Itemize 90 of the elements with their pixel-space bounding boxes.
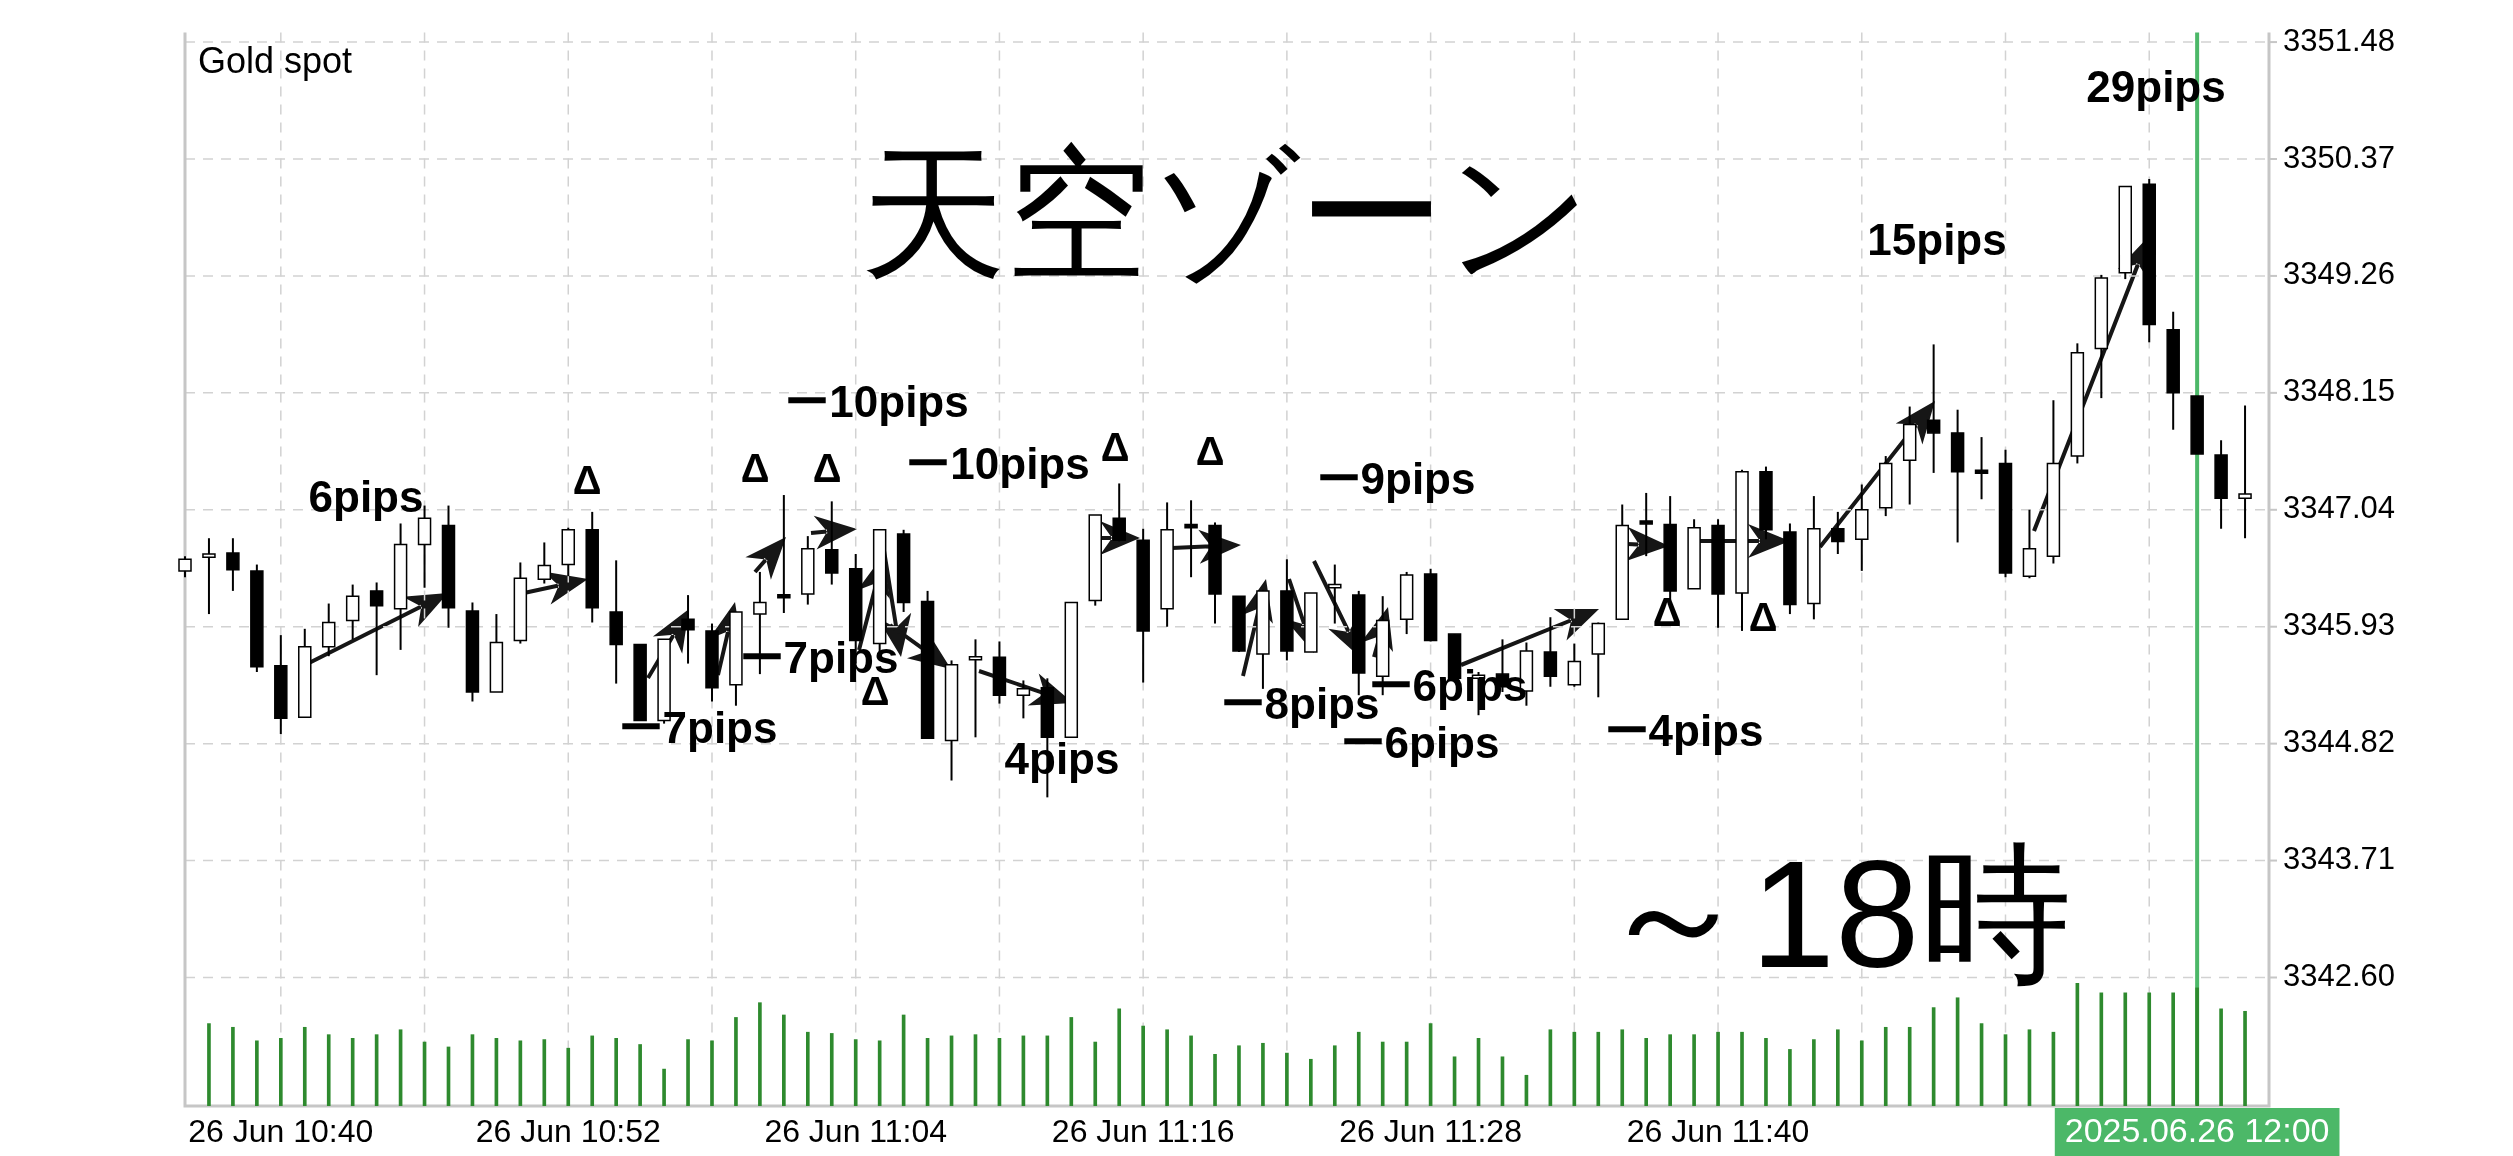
bar	[829, 1033, 834, 1106]
bar	[2195, 987, 2199, 1106]
x-tick-label: 26 Jun 11:28	[1339, 1113, 1522, 1150]
bar	[782, 1014, 786, 1106]
annotation: Δ	[572, 458, 602, 503]
bar	[255, 1040, 259, 1106]
bar	[638, 1044, 642, 1106]
annotation: 6pips	[308, 472, 424, 522]
bar	[1788, 1049, 1792, 1106]
bar	[734, 1017, 738, 1106]
bar	[1764, 1038, 1768, 1106]
y-tick-label: 3345.93	[2283, 607, 2396, 643]
annotation: 天空ゾーン	[860, 132, 1592, 295]
bar	[1356, 1031, 1361, 1106]
bar	[1213, 1054, 1217, 1106]
bar	[1644, 1038, 1649, 1106]
bar	[1836, 1029, 1840, 1106]
y-tick-label: 3350.37	[2283, 139, 2396, 175]
bar	[231, 1026, 235, 1106]
bar	[1117, 1008, 1122, 1106]
bar	[566, 1047, 571, 1106]
bar	[1716, 1031, 1720, 1106]
bar	[590, 1035, 595, 1106]
bar	[302, 1026, 307, 1106]
annotation: Δ	[1652, 590, 1682, 635]
bar	[1668, 1034, 1672, 1106]
annotation: Δ	[740, 446, 770, 491]
bar	[805, 1031, 810, 1106]
bar	[1812, 1039, 1816, 1106]
y-tick-label: 3348.15	[2283, 373, 2396, 409]
bar	[758, 1002, 762, 1106]
annotation: Δ	[1748, 595, 1778, 640]
annotation: Δ	[812, 446, 842, 491]
annotation: Δ	[1195, 429, 1225, 474]
bar	[542, 1039, 547, 1106]
y-tick-label: 3347.04	[2283, 490, 2396, 526]
y-tick-label: 3342.60	[2283, 958, 2396, 994]
bar	[326, 1034, 331, 1106]
bar	[1141, 1025, 1145, 1106]
annotation: ～18時	[1598, 828, 2072, 999]
bar	[1069, 1017, 1074, 1106]
bar	[1907, 1026, 1912, 1106]
annotation: ー6pips	[1340, 718, 1500, 768]
bar	[1093, 1041, 1098, 1106]
annotation: ー7pips	[618, 703, 778, 753]
annotation: ー9pips	[1316, 454, 1476, 504]
x-tick-label: 26 Jun 11:40	[1626, 1113, 1810, 1150]
bar	[1620, 1029, 1625, 1106]
y-tick-label: 3349.26	[2283, 256, 2396, 292]
bar	[662, 1068, 666, 1106]
bar	[1859, 1040, 1864, 1106]
bar	[1740, 1031, 1744, 1106]
annotation: ー10pips	[785, 377, 969, 427]
bar	[2099, 992, 2104, 1106]
x-tick-label: 26 Jun 11:04	[764, 1113, 948, 1150]
y-tick-label: 3344.82	[2283, 724, 2396, 760]
y-tick-label: 3351.48	[2283, 22, 2396, 58]
bar	[2219, 1008, 2223, 1106]
bar	[1261, 1042, 1265, 1106]
bar	[1309, 1058, 1313, 1106]
bar	[2123, 992, 2128, 1106]
bar	[614, 1038, 618, 1106]
bar	[853, 1039, 858, 1106]
bar	[2171, 992, 2176, 1106]
x-tick-label: 26 Jun 11:16	[1051, 1113, 1235, 1150]
y-tick-label: 3343.71	[2283, 841, 2396, 877]
bar	[2147, 992, 2152, 1106]
bar	[1596, 1031, 1601, 1106]
bar	[1165, 1029, 1169, 1106]
annotation: 15pips	[1867, 215, 2007, 265]
bar	[278, 1038, 283, 1106]
bar	[686, 1039, 690, 1106]
bar	[1237, 1045, 1241, 1106]
annotation: Δ	[1100, 425, 1130, 470]
annotation: ー10pips	[906, 439, 1090, 489]
bar	[1285, 1052, 1289, 1106]
x-tick-label: 26 Jun 10:40	[188, 1113, 374, 1150]
bar	[1883, 1026, 1888, 1106]
bar	[207, 1023, 211, 1106]
bar	[1332, 1045, 1337, 1106]
chart-title: Gold spot	[198, 39, 353, 81]
bar	[1692, 1034, 1696, 1106]
bar	[710, 1040, 714, 1106]
bar	[1380, 1041, 1385, 1106]
ref-line-label: 2025.06.26 12:00	[2064, 1111, 2330, 1150]
bar	[1189, 1035, 1193, 1106]
bar	[2243, 1010, 2247, 1106]
x-tick-label: 26 Jun 10:52	[475, 1113, 661, 1150]
bar	[350, 1038, 355, 1106]
annotation: ー4pips	[1604, 706, 1764, 756]
